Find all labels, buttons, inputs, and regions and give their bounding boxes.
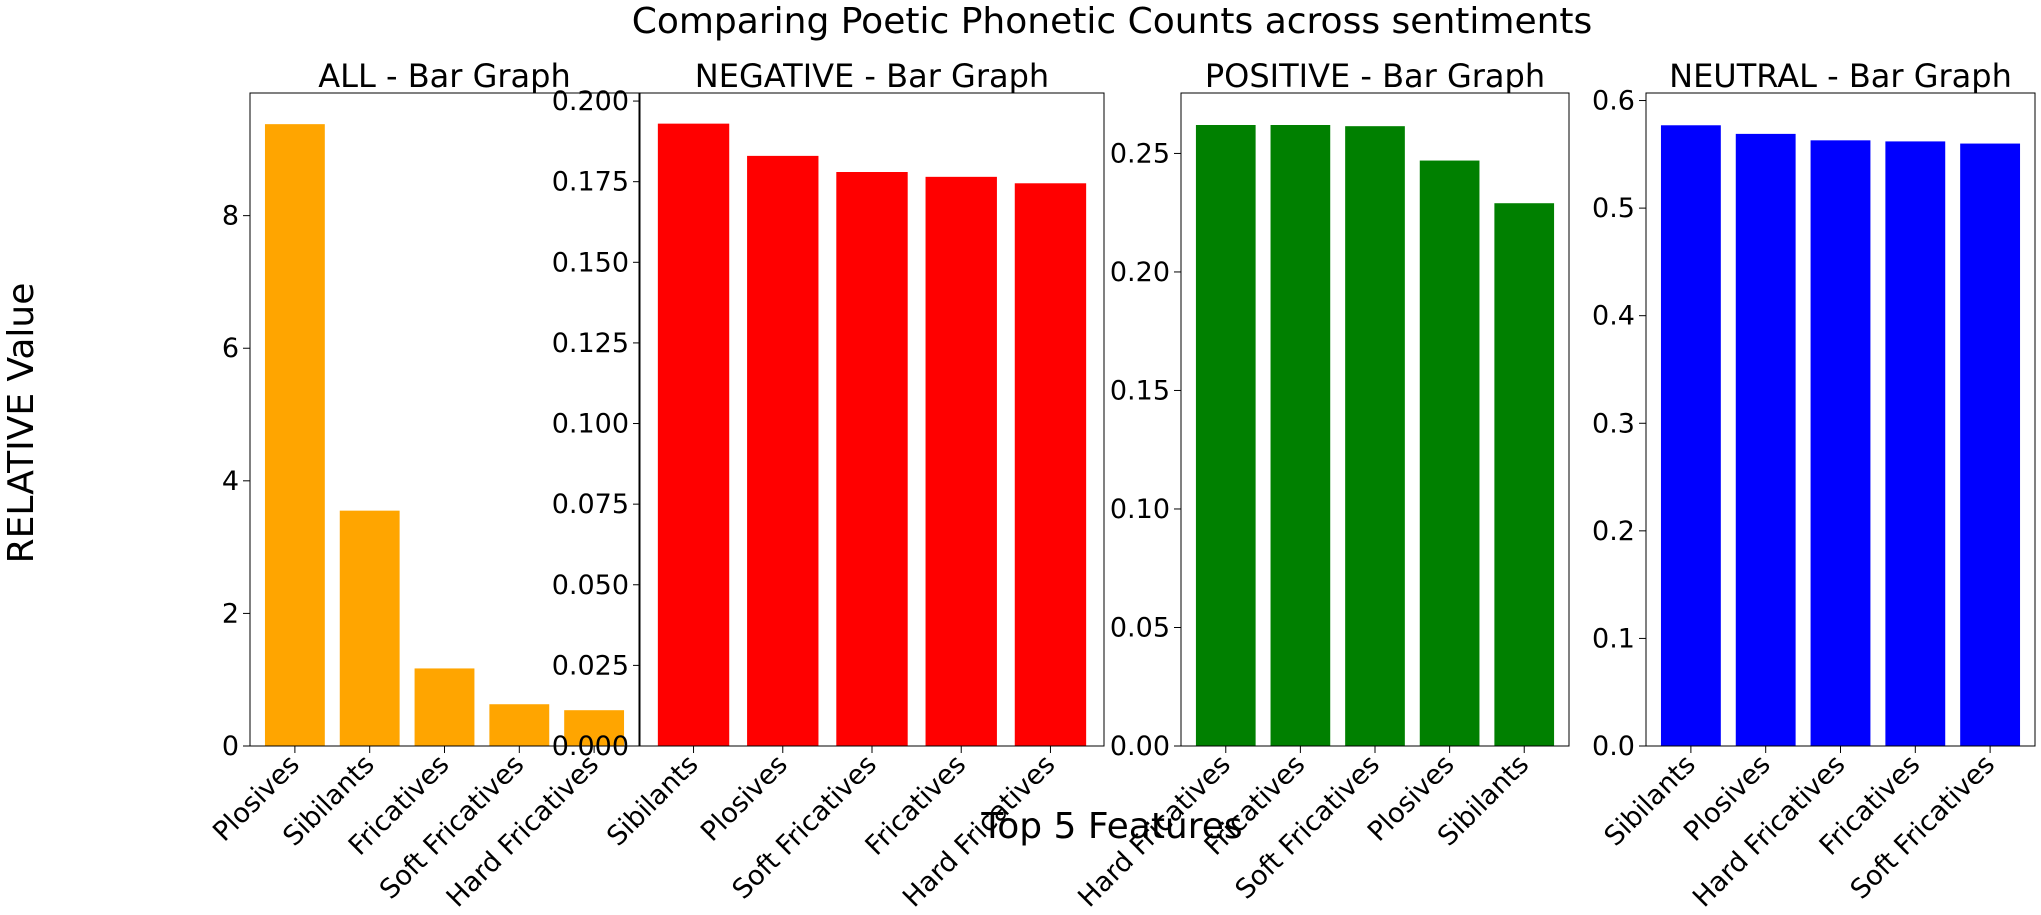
bar: [747, 155, 819, 747]
y-tick-label: 2: [222, 598, 239, 629]
subplot-4: NEUTRAL - Bar GraphSibilantsPlosivesHard…: [1592, 57, 2036, 913]
y-tick-label: 0.100: [552, 409, 629, 440]
figure-title: Comparing Poetic Phonetic Counts across …: [632, 1, 1593, 42]
y-tick-label: 0.15: [1110, 375, 1170, 406]
bar: [1735, 133, 1796, 746]
axes-frame: [249, 92, 640, 747]
y-tick-label: 0.175: [552, 167, 629, 198]
subplot-title: NEUTRAL - Bar Graph: [1669, 57, 2012, 95]
y-tick-label: 0.050: [552, 570, 629, 601]
bar: [1810, 140, 1871, 747]
bar: [1660, 125, 1721, 746]
y-tick-label: 0.000: [552, 731, 629, 762]
y-tick-label: 0.075: [552, 489, 629, 520]
bar: [1885, 141, 1946, 746]
bar: [1419, 160, 1480, 746]
y-tick-label: 0.5: [1592, 193, 1635, 224]
x-axis-label: Top 5 Features: [980, 806, 1242, 847]
bar: [414, 668, 475, 746]
y-tick-label: 0.1: [1592, 623, 1635, 654]
bar: [1195, 124, 1256, 747]
y-tick-label: 6: [222, 333, 239, 364]
subplot-title: NEGATIVE - Bar Graph: [695, 57, 1049, 95]
y-tick-label: 0.25: [1110, 138, 1170, 169]
y-tick-label: 0.3: [1592, 408, 1635, 439]
y-tick-label: 0.20: [1110, 257, 1170, 288]
subplots: ALL - Bar GraphPlosivesSibilantsFricativ…: [207, 57, 2036, 913]
y-tick-label: 0.6: [1592, 86, 1635, 117]
y-tick-label: 0.150: [552, 247, 629, 278]
subplot-title: POSITIVE - Bar Graph: [1205, 57, 1545, 95]
y-tick-label: 0.0: [1592, 731, 1635, 762]
y-tick-label: 0.025: [552, 650, 629, 681]
x-tick-label: Sibilants: [601, 749, 704, 852]
bar: [1270, 124, 1331, 747]
bar: [489, 704, 550, 746]
bar: [264, 124, 325, 746]
y-tick-label: 8: [222, 201, 239, 232]
x-tick-label: Sibilants: [1599, 749, 1702, 852]
y-tick-label: 0.4: [1592, 301, 1635, 332]
y-tick-label: 0.10: [1110, 494, 1170, 525]
axes-frame: [1645, 92, 2036, 747]
bar: [339, 510, 400, 746]
subplot-2: NEGATIVE - Bar GraphSibilantsPlosivesSof…: [552, 57, 1105, 913]
bar: [836, 172, 908, 746]
y-tick-label: 0.125: [552, 328, 629, 359]
bar: [925, 176, 997, 746]
bar: [657, 123, 730, 746]
y-tick-label: 0: [222, 731, 239, 762]
y-tick-label: 0.00: [1110, 731, 1170, 762]
subplot-title: ALL - Bar Graph: [318, 57, 570, 95]
bar: [1494, 203, 1555, 747]
y-tick-label: 0.2: [1592, 516, 1635, 547]
bar: [1960, 143, 2021, 747]
bar: [1014, 183, 1087, 746]
y-axis-label: RELATIVE Value: [1, 283, 42, 564]
bar: [564, 710, 625, 746]
y-tick-label: 0.05: [1110, 612, 1170, 643]
y-tick-label: 4: [222, 466, 239, 497]
axes-frame: [1180, 92, 1570, 747]
y-tick-label: 0.200: [552, 86, 629, 117]
bar: [1345, 126, 1405, 747]
axes-frame: [639, 92, 1105, 747]
